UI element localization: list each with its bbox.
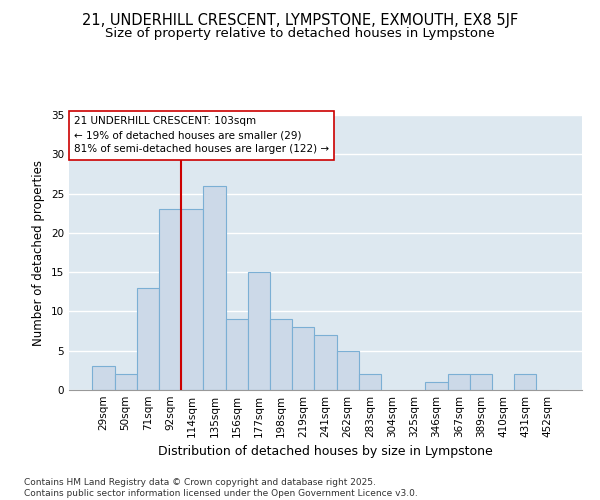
Text: 21 UNDERHILL CRESCENT: 103sqm
← 19% of detached houses are smaller (29)
81% of s: 21 UNDERHILL CRESCENT: 103sqm ← 19% of d… xyxy=(74,116,329,154)
Bar xyxy=(248,272,270,390)
Bar xyxy=(181,210,203,390)
Bar xyxy=(203,186,226,390)
Bar xyxy=(292,327,314,390)
Bar xyxy=(115,374,137,390)
Bar xyxy=(470,374,492,390)
Bar xyxy=(425,382,448,390)
Bar xyxy=(226,320,248,390)
Text: 21, UNDERHILL CRESCENT, LYMPSTONE, EXMOUTH, EX8 5JF: 21, UNDERHILL CRESCENT, LYMPSTONE, EXMOU… xyxy=(82,12,518,28)
Bar xyxy=(359,374,381,390)
Bar xyxy=(270,320,292,390)
Bar xyxy=(137,288,159,390)
Bar xyxy=(337,350,359,390)
Text: Size of property relative to detached houses in Lympstone: Size of property relative to detached ho… xyxy=(105,28,495,40)
Y-axis label: Number of detached properties: Number of detached properties xyxy=(32,160,46,346)
Bar xyxy=(159,210,181,390)
X-axis label: Distribution of detached houses by size in Lympstone: Distribution of detached houses by size … xyxy=(158,446,493,458)
Bar xyxy=(314,335,337,390)
Bar xyxy=(92,366,115,390)
Text: Contains HM Land Registry data © Crown copyright and database right 2025.
Contai: Contains HM Land Registry data © Crown c… xyxy=(24,478,418,498)
Bar xyxy=(448,374,470,390)
Bar xyxy=(514,374,536,390)
